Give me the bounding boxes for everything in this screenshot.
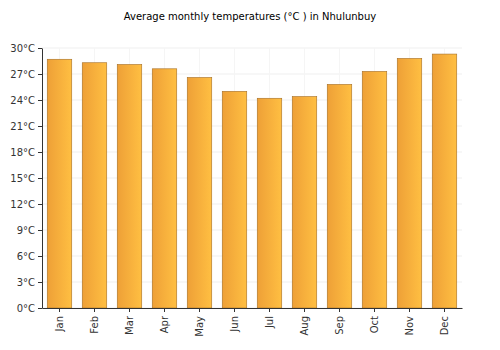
y-tick-label: 9°C — [17, 225, 35, 236]
x-tick: Mar — [124, 308, 135, 335]
chart: Average monthly temperatures (°C ) in Nh… — [0, 0, 500, 350]
bars — [47, 54, 457, 308]
bar — [47, 59, 72, 308]
y-tick-mark — [38, 282, 42, 283]
y-tick-mark — [38, 308, 42, 309]
bar — [117, 64, 142, 308]
x-tick-label: Feb — [89, 316, 100, 334]
y-tick-mark — [38, 152, 42, 153]
x-tick-label: Aug — [299, 316, 310, 336]
x-tick: May — [194, 308, 205, 337]
y-tick-label: 6°C — [17, 251, 35, 262]
y-tick: 18°C — [10, 147, 42, 158]
y-tick: 6°C — [17, 251, 42, 262]
x-tick-mark — [444, 308, 445, 312]
bar — [257, 98, 282, 308]
y-tick: 30°C — [10, 43, 42, 54]
x-tick-label: Dec — [439, 316, 450, 335]
x-tick-label: Sep — [334, 316, 345, 335]
bar — [397, 58, 422, 308]
x-tick-label: Jan — [54, 316, 65, 332]
x-tick-label: May — [194, 316, 205, 337]
x-tick-mark — [339, 308, 340, 312]
y-tick: 3°C — [17, 277, 42, 288]
y-tick-mark — [38, 256, 42, 257]
y-tick: 0°C — [17, 303, 42, 314]
x-tick-mark — [129, 308, 130, 312]
plot: 0°C 3°C 6°C 9°C 12°C 15°C 18°C 21°C 24°C 27°C 30°C… — [10, 43, 462, 337]
x-axis: Jan Feb Mar Apr May Jun Jul Aug Sep Oct Nov Dec — [43, 308, 463, 337]
x-tick-label: Oct — [369, 316, 380, 333]
y-tick: 12°C — [10, 199, 42, 210]
y-tick-label: 15°C — [10, 173, 35, 184]
x-tick: Dec — [439, 308, 450, 335]
y-tick: 27°C — [10, 69, 42, 80]
x-tick: Oct — [369, 308, 380, 333]
x-tick: Apr — [159, 308, 170, 333]
y-tick-label: 0°C — [17, 303, 35, 314]
y-tick-mark — [38, 230, 42, 231]
x-tick-mark — [199, 308, 200, 312]
y-tick-mark — [38, 48, 42, 49]
x-tick-label: Mar — [124, 315, 135, 335]
x-tick-label: Apr — [159, 315, 170, 333]
x-tick-label: Jun — [229, 316, 240, 333]
x-tick: Nov — [404, 308, 415, 336]
x-tick-mark — [164, 308, 165, 312]
bar — [362, 71, 387, 308]
x-axis-line — [43, 308, 463, 309]
y-tick-label: 30°C — [10, 43, 35, 54]
x-tick-mark — [304, 308, 305, 312]
x-tick-mark — [269, 308, 270, 312]
bar — [327, 84, 352, 308]
y-tick-label: 21°C — [10, 121, 35, 132]
x-tick-mark — [94, 308, 95, 312]
x-tick-mark — [374, 308, 375, 312]
y-tick-mark — [38, 100, 42, 101]
y-tick: 24°C — [10, 95, 42, 106]
grid — [42, 48, 462, 308]
x-tick-mark — [409, 308, 410, 312]
y-tick-mark — [38, 204, 42, 205]
y-tick-label: 27°C — [10, 69, 35, 80]
x-tick: Jul — [264, 308, 275, 329]
grid-line — [42, 48, 462, 49]
x-tick: Jan — [54, 308, 65, 332]
title: Average monthly temperatures (°C ) in Nh… — [124, 11, 377, 22]
bar — [292, 97, 317, 308]
x-tick: Aug — [299, 308, 310, 336]
y-tick-label: 18°C — [10, 147, 35, 158]
bar — [432, 54, 457, 308]
x-tick: Jun — [229, 308, 240, 333]
y-tick: 21°C — [10, 121, 42, 132]
y-tick: 15°C — [10, 173, 42, 184]
y-tick-mark — [38, 126, 42, 127]
x-tick: Sep — [334, 308, 345, 335]
bar — [222, 91, 247, 308]
y-tick: 9°C — [17, 225, 42, 236]
x-tick-label: Jul — [264, 316, 275, 329]
y-tick-mark — [38, 178, 42, 179]
bar — [82, 63, 107, 308]
y-tick-mark — [38, 74, 42, 75]
y-axis: 0°C 3°C 6°C 9°C 12°C 15°C 18°C 21°C 24°C 27°C 30°C — [10, 43, 42, 314]
y-tick-label: 12°C — [10, 199, 35, 210]
y-axis-line — [42, 49, 43, 309]
y-tick-label: 3°C — [17, 277, 35, 288]
bar — [152, 69, 177, 308]
x-tick-mark — [234, 308, 235, 312]
x-tick: Feb — [89, 308, 100, 334]
bar — [187, 77, 212, 308]
x-tick-mark — [59, 308, 60, 312]
y-tick-label: 24°C — [10, 95, 35, 106]
x-tick-label: Nov — [404, 316, 415, 336]
